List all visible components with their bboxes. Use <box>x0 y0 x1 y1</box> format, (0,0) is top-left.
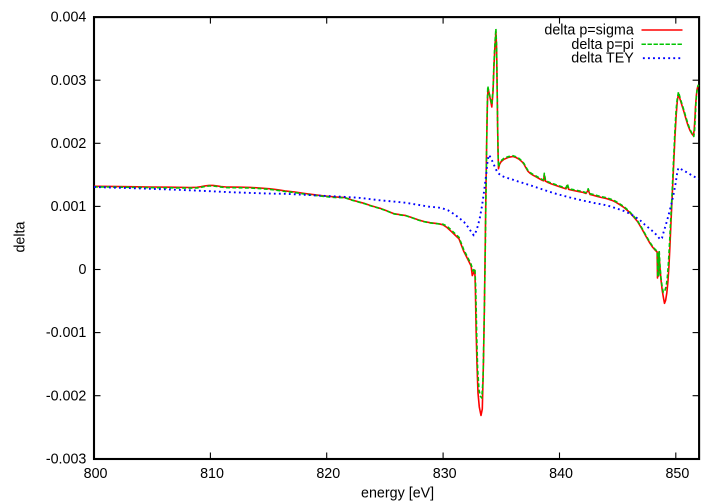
svg-text:-0.001: -0.001 <box>46 325 87 341</box>
svg-text:delta p=sigma: delta p=sigma <box>544 23 633 39</box>
svg-text:820: 820 <box>316 466 340 482</box>
svg-text:850: 850 <box>665 466 689 482</box>
svg-text:0.001: 0.001 <box>51 199 87 215</box>
svg-text:energy [eV]: energy [eV] <box>361 486 434 502</box>
svg-text:-0.002: -0.002 <box>46 388 87 404</box>
svg-text:830: 830 <box>433 466 457 482</box>
svg-text:840: 840 <box>549 466 573 482</box>
svg-text:delta p=pi: delta p=pi <box>571 37 633 53</box>
svg-text:0.002: 0.002 <box>51 136 87 152</box>
svg-text:810: 810 <box>200 466 224 482</box>
svg-text:delta: delta <box>13 221 29 252</box>
svg-text:delta TEY: delta TEY <box>571 51 634 67</box>
svg-text:800: 800 <box>84 466 108 482</box>
svg-text:0: 0 <box>78 262 86 278</box>
svg-text:0.004: 0.004 <box>51 10 87 26</box>
svg-text:-0.003: -0.003 <box>46 452 87 468</box>
svg-text:0.003: 0.003 <box>51 73 87 89</box>
